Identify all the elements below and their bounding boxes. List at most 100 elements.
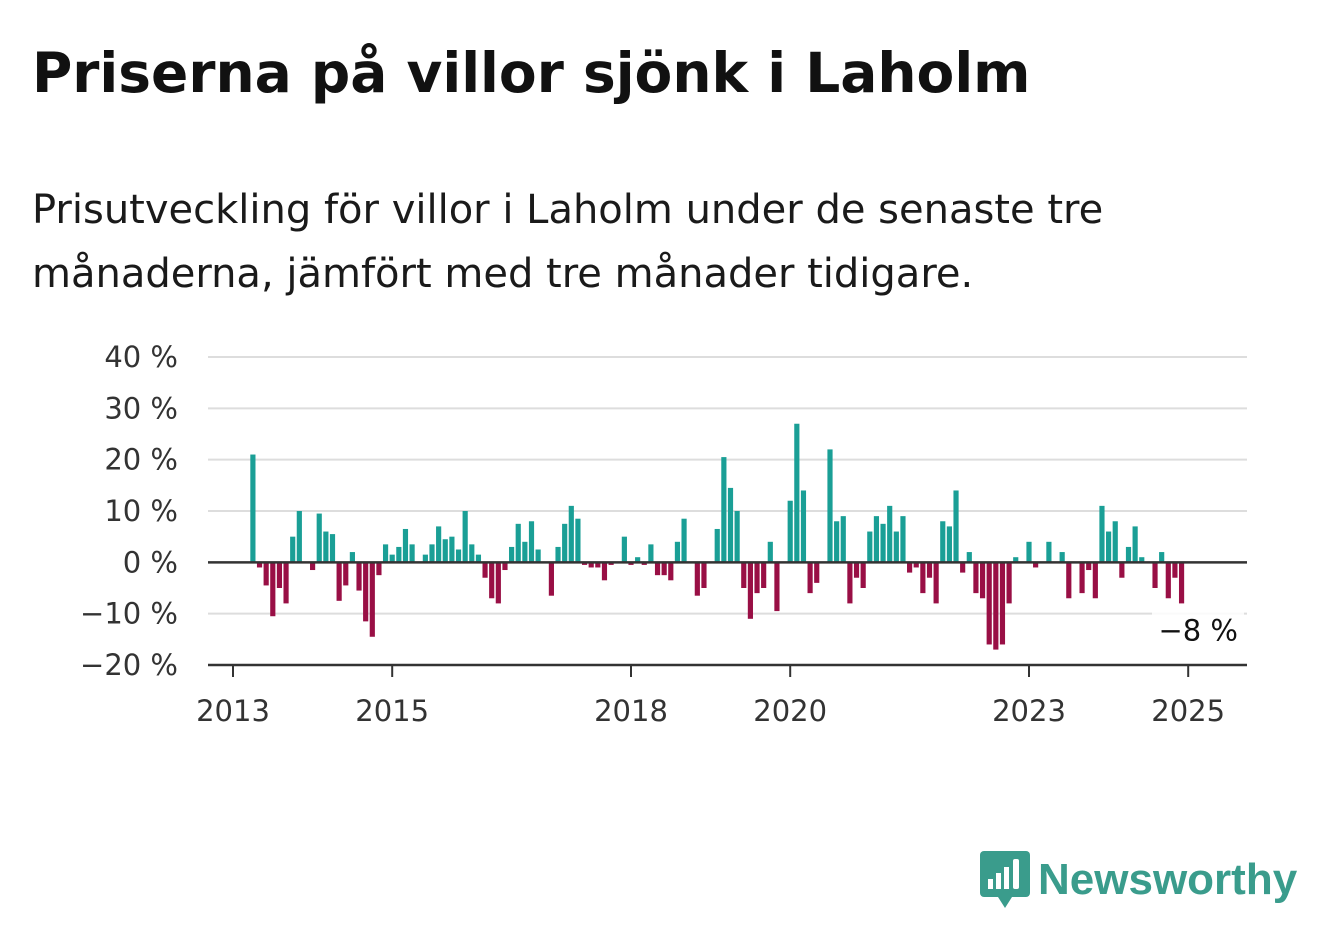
bar [1139, 557, 1145, 563]
chart-subtitle: Prisutveckling för villor i Laholm under… [32, 187, 1104, 297]
bar [668, 562, 674, 581]
bar [562, 523, 568, 563]
last-value-label: −8 % [1158, 613, 1238, 647]
bar [489, 562, 495, 599]
bar [276, 562, 283, 588]
bar [336, 562, 342, 601]
bar [953, 490, 959, 563]
bar [296, 511, 302, 563]
bar [1119, 562, 1125, 578]
bar [290, 536, 296, 563]
bar [1013, 557, 1019, 563]
bar [389, 554, 395, 563]
bar [913, 562, 919, 568]
bar [794, 423, 800, 563]
x-tick-label: 2018 [594, 694, 668, 728]
bar [873, 516, 880, 563]
bar [1026, 541, 1032, 563]
bar [1106, 531, 1112, 563]
brand-logo: Newsworthy [980, 850, 1297, 910]
bar [827, 449, 833, 563]
bar-chart-speech-bubble-icon [980, 851, 1030, 908]
y-tick-label: 20 % [104, 443, 178, 477]
bar [661, 562, 667, 576]
bar [986, 562, 992, 645]
bar [548, 562, 554, 596]
bar [1125, 546, 1132, 563]
bar [648, 544, 654, 563]
bar [999, 562, 1006, 645]
y-tick-label: 40 % [104, 340, 178, 374]
bar [455, 549, 462, 563]
brand-name: Newsworthy [1038, 855, 1298, 904]
y-tick-label: 10 % [104, 494, 178, 528]
bar [588, 562, 594, 568]
bar [422, 554, 428, 563]
bar [920, 562, 926, 594]
bar [310, 562, 316, 571]
bar [363, 562, 369, 622]
bar [887, 505, 893, 563]
x-tick-label: 2015 [355, 694, 429, 728]
bar [926, 562, 933, 578]
y-tick-label: −20 % [80, 648, 178, 682]
bar [449, 536, 455, 563]
bar [568, 505, 574, 563]
bar [900, 516, 906, 563]
y-tick-label: 0 % [123, 545, 178, 579]
bar [635, 557, 641, 563]
bar [1099, 505, 1105, 563]
bar [581, 562, 588, 565]
bar [727, 487, 734, 563]
bar [734, 511, 740, 563]
bar [966, 552, 972, 563]
bar [329, 534, 336, 563]
bar [528, 521, 535, 563]
chart-title: Priserna på villor sjönk i Laholm [32, 41, 1031, 105]
bar [283, 562, 289, 604]
bar [250, 454, 256, 563]
bar [1112, 521, 1118, 563]
bar [509, 546, 515, 563]
bar [1046, 541, 1052, 563]
bar [741, 562, 747, 588]
bar [409, 544, 415, 563]
bar [482, 562, 488, 578]
bar [840, 516, 846, 563]
bar [1152, 562, 1158, 588]
bar [270, 562, 276, 617]
bar [973, 562, 979, 594]
bar [256, 562, 263, 568]
bar [754, 562, 760, 594]
bar [774, 562, 780, 612]
bar [933, 562, 939, 604]
bar [860, 562, 866, 588]
bar [263, 562, 269, 586]
bar [495, 562, 501, 604]
bar [714, 528, 720, 563]
bar [1066, 562, 1072, 599]
bar [1059, 552, 1065, 563]
bar [343, 562, 349, 586]
bar [475, 554, 482, 563]
bar [800, 490, 807, 563]
bar [1132, 526, 1138, 563]
bar [867, 531, 873, 563]
bar [853, 562, 860, 578]
bar [462, 511, 468, 563]
bar [814, 562, 820, 583]
bar [1006, 562, 1012, 604]
bar [807, 562, 813, 594]
x-tick-label: 2023 [992, 694, 1066, 728]
x-tick-label: 2025 [1151, 694, 1225, 728]
bar [993, 562, 999, 650]
bar [402, 528, 409, 563]
bar [1092, 562, 1098, 599]
bar [1033, 562, 1039, 568]
bar [960, 562, 966, 573]
bar [747, 562, 753, 619]
bar [767, 541, 773, 563]
bar [1159, 552, 1165, 563]
bar [946, 526, 952, 563]
bar [469, 544, 475, 563]
